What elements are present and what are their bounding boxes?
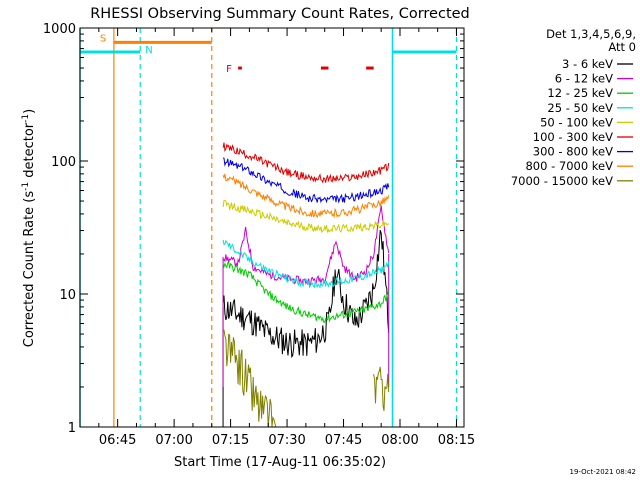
plot-frame [79, 27, 465, 428]
x-tick-label-6: 08:15 [438, 433, 475, 448]
legend-label-4: 50 - 100 keV [540, 115, 613, 129]
x-tick-label-1: 07:00 [155, 433, 192, 448]
legend-label-3: 25 - 50 keV [547, 101, 613, 115]
legend-header-line1: Det 1,3,4,5,6,9, [546, 27, 636, 41]
legend-label-6: 300 - 800 keV [533, 145, 613, 159]
x-tick-label-4: 07:45 [325, 433, 362, 448]
chart-title: RHESSI Observing Summary Count Rates, Co… [90, 6, 470, 22]
y-axis-label: Corrected Count Rate (s-1 detector-1) [21, 109, 37, 347]
x-axis-label: Start Time (17-Aug-11 06:35:02) [174, 455, 386, 470]
y-axis-label-sup1: -1 [21, 182, 31, 191]
legend-label-2: 12 - 25 keV [547, 86, 613, 100]
y-tick-label-2: 100 [51, 155, 76, 170]
legend-header-line2: Att 0 [608, 40, 636, 54]
series-8-late-line [373, 366, 390, 411]
y-axis-label-sup2: -1 [21, 114, 31, 123]
y-tick-label-3: 1000 [43, 22, 76, 37]
f-mark-label: F [226, 64, 232, 75]
legend-label-1: 6 - 12 keV [555, 72, 613, 86]
y-axis-label-end: ) [22, 109, 37, 114]
x-tick-label-2: 07:15 [212, 433, 249, 448]
y-tick-label-0: 1 [68, 421, 76, 436]
series-3-line [222, 239, 390, 289]
x-tick-label-5: 08:00 [381, 433, 418, 448]
plot-background [80, 28, 464, 427]
s-bar-label: S [100, 33, 106, 44]
series-1-line [222, 205, 390, 286]
series-4-line [222, 199, 390, 234]
series-group [222, 142, 390, 428]
y-axis-label-main: Corrected Count Rate (s [22, 191, 37, 348]
series-8-line [223, 329, 277, 428]
x-tick-label-0: 06:45 [99, 433, 136, 448]
x-tick-label-3: 07:30 [268, 433, 305, 448]
axes-group: 1 10 100 1000 06:45 07:00 07:15 07:30 07:45 08:00… [43, 22, 475, 448]
legend-label-0: 3 - 6 keV [562, 57, 613, 71]
y-tick-label-1: 10 [59, 288, 76, 303]
legend-label-7: 800 - 7000 keV [525, 159, 613, 173]
series-6-line [222, 157, 390, 204]
series-5-line [222, 142, 390, 184]
series-2-line [222, 261, 390, 323]
legend-label-8: 7000 - 15000 keV [511, 174, 613, 188]
n-bar-label: N [145, 45, 152, 56]
series-7-line [222, 173, 390, 219]
legend-label-5: 100 - 300 keV [533, 130, 613, 144]
footer-timestamp: 19-Oct-2021 08:42 [570, 468, 636, 476]
series-0-line [222, 229, 390, 359]
y-axis-label-mid: detector [22, 122, 37, 182]
